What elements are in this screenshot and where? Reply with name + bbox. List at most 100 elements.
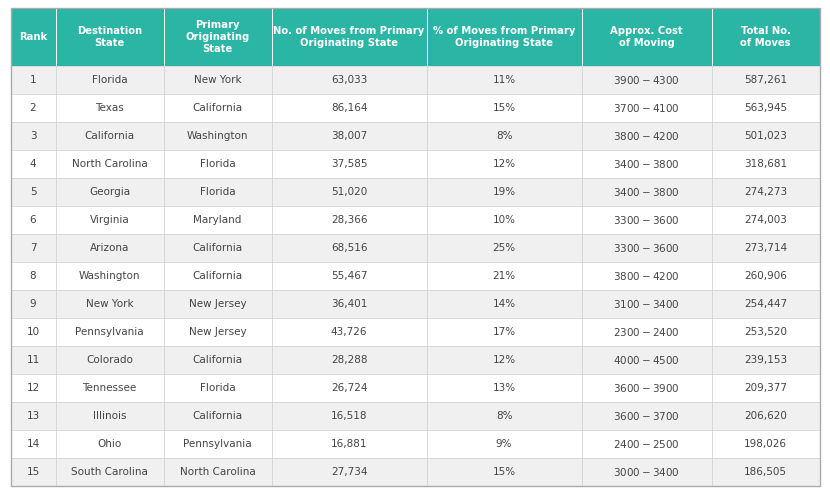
Bar: [11, 262, 56, 290]
Text: 16,881: 16,881: [330, 439, 367, 449]
Text: Tennessee: Tennessee: [82, 383, 137, 393]
Text: Arizona: Arizona: [90, 243, 129, 253]
Bar: [582, 402, 711, 430]
Bar: [582, 8, 711, 66]
Bar: [582, 178, 711, 206]
Text: Florida: Florida: [200, 187, 236, 197]
Text: Maryland: Maryland: [193, 215, 242, 225]
Text: 8: 8: [30, 271, 37, 281]
Text: $4000-$4500: $4000-$4500: [613, 354, 680, 366]
Bar: [11, 374, 56, 402]
Text: $3800-$4200: $3800-$4200: [613, 270, 680, 282]
Text: Approx. Cost
of Moving: Approx. Cost of Moving: [610, 26, 683, 48]
Bar: [56, 346, 164, 374]
Bar: [11, 150, 56, 178]
Bar: [271, 206, 427, 234]
Text: 13: 13: [27, 411, 40, 421]
Text: 12%: 12%: [492, 355, 515, 365]
Bar: [164, 290, 271, 318]
Text: 9: 9: [30, 299, 37, 309]
Text: 273,714: 273,714: [744, 243, 787, 253]
Bar: [271, 374, 427, 402]
Bar: [11, 122, 56, 150]
Bar: [11, 402, 56, 430]
Bar: [582, 374, 711, 402]
Text: Georgia: Georgia: [89, 187, 130, 197]
Bar: [427, 66, 582, 94]
Bar: [271, 262, 427, 290]
Text: Washington: Washington: [79, 271, 140, 281]
Bar: [271, 346, 427, 374]
Bar: [164, 206, 271, 234]
Bar: [11, 458, 56, 486]
Bar: [427, 318, 582, 346]
Text: New Jersey: New Jersey: [188, 299, 247, 309]
Text: 254,447: 254,447: [744, 299, 787, 309]
Text: 12: 12: [27, 383, 40, 393]
Bar: [427, 8, 582, 66]
Bar: [427, 430, 582, 458]
Text: 27,734: 27,734: [330, 467, 367, 477]
Text: 25%: 25%: [492, 243, 515, 253]
Bar: [271, 94, 427, 122]
Bar: [582, 458, 711, 486]
Text: California: California: [193, 411, 242, 421]
Text: New Jersey: New Jersey: [188, 327, 247, 337]
Text: South Carolina: South Carolina: [71, 467, 148, 477]
Text: Primary
Originating
State: Primary Originating State: [185, 20, 250, 54]
Text: 1: 1: [30, 75, 37, 85]
Text: 28,288: 28,288: [330, 355, 367, 365]
Text: $3000-$3400: $3000-$3400: [613, 466, 680, 478]
Text: 318,681: 318,681: [744, 159, 787, 169]
Bar: [582, 346, 711, 374]
Bar: [427, 150, 582, 178]
Text: Rank: Rank: [19, 32, 47, 42]
Bar: [427, 206, 582, 234]
Text: 68,516: 68,516: [330, 243, 367, 253]
Bar: [271, 290, 427, 318]
Text: Pennsylvania: Pennsylvania: [76, 327, 144, 337]
Text: 8%: 8%: [496, 411, 512, 421]
Bar: [271, 178, 427, 206]
Text: 13%: 13%: [492, 383, 515, 393]
Bar: [164, 66, 271, 94]
Bar: [711, 318, 819, 346]
Text: $3900-$4300: $3900-$4300: [613, 74, 680, 86]
Text: 14: 14: [27, 439, 40, 449]
Text: 15: 15: [27, 467, 40, 477]
Bar: [582, 206, 711, 234]
Text: No. of Moves from Primary
Originating State: No. of Moves from Primary Originating St…: [273, 26, 425, 48]
Text: North Carolina: North Carolina: [179, 467, 256, 477]
Text: 10%: 10%: [492, 215, 515, 225]
Text: Total No.
of Moves: Total No. of Moves: [740, 26, 791, 48]
Text: 14%: 14%: [492, 299, 515, 309]
Bar: [427, 262, 582, 290]
Text: $2400-$2500: $2400-$2500: [613, 438, 680, 450]
Bar: [711, 94, 819, 122]
Bar: [164, 430, 271, 458]
Text: 8%: 8%: [496, 131, 512, 141]
Bar: [164, 402, 271, 430]
Bar: [56, 290, 164, 318]
Bar: [11, 234, 56, 262]
Text: North Carolina: North Carolina: [71, 159, 148, 169]
Bar: [56, 402, 164, 430]
Bar: [56, 318, 164, 346]
Bar: [56, 430, 164, 458]
Bar: [56, 150, 164, 178]
Bar: [11, 66, 56, 94]
Text: 274,003: 274,003: [744, 215, 787, 225]
Bar: [582, 122, 711, 150]
Text: 239,153: 239,153: [744, 355, 787, 365]
Text: 15%: 15%: [492, 103, 515, 113]
Bar: [271, 150, 427, 178]
Text: 198,026: 198,026: [744, 439, 787, 449]
Bar: [56, 206, 164, 234]
Bar: [711, 458, 819, 486]
Bar: [582, 94, 711, 122]
Text: 86,164: 86,164: [330, 103, 367, 113]
Text: 501,023: 501,023: [744, 131, 787, 141]
Text: New York: New York: [85, 299, 134, 309]
Text: $3400-$3800: $3400-$3800: [613, 186, 680, 198]
Text: California: California: [193, 271, 242, 281]
